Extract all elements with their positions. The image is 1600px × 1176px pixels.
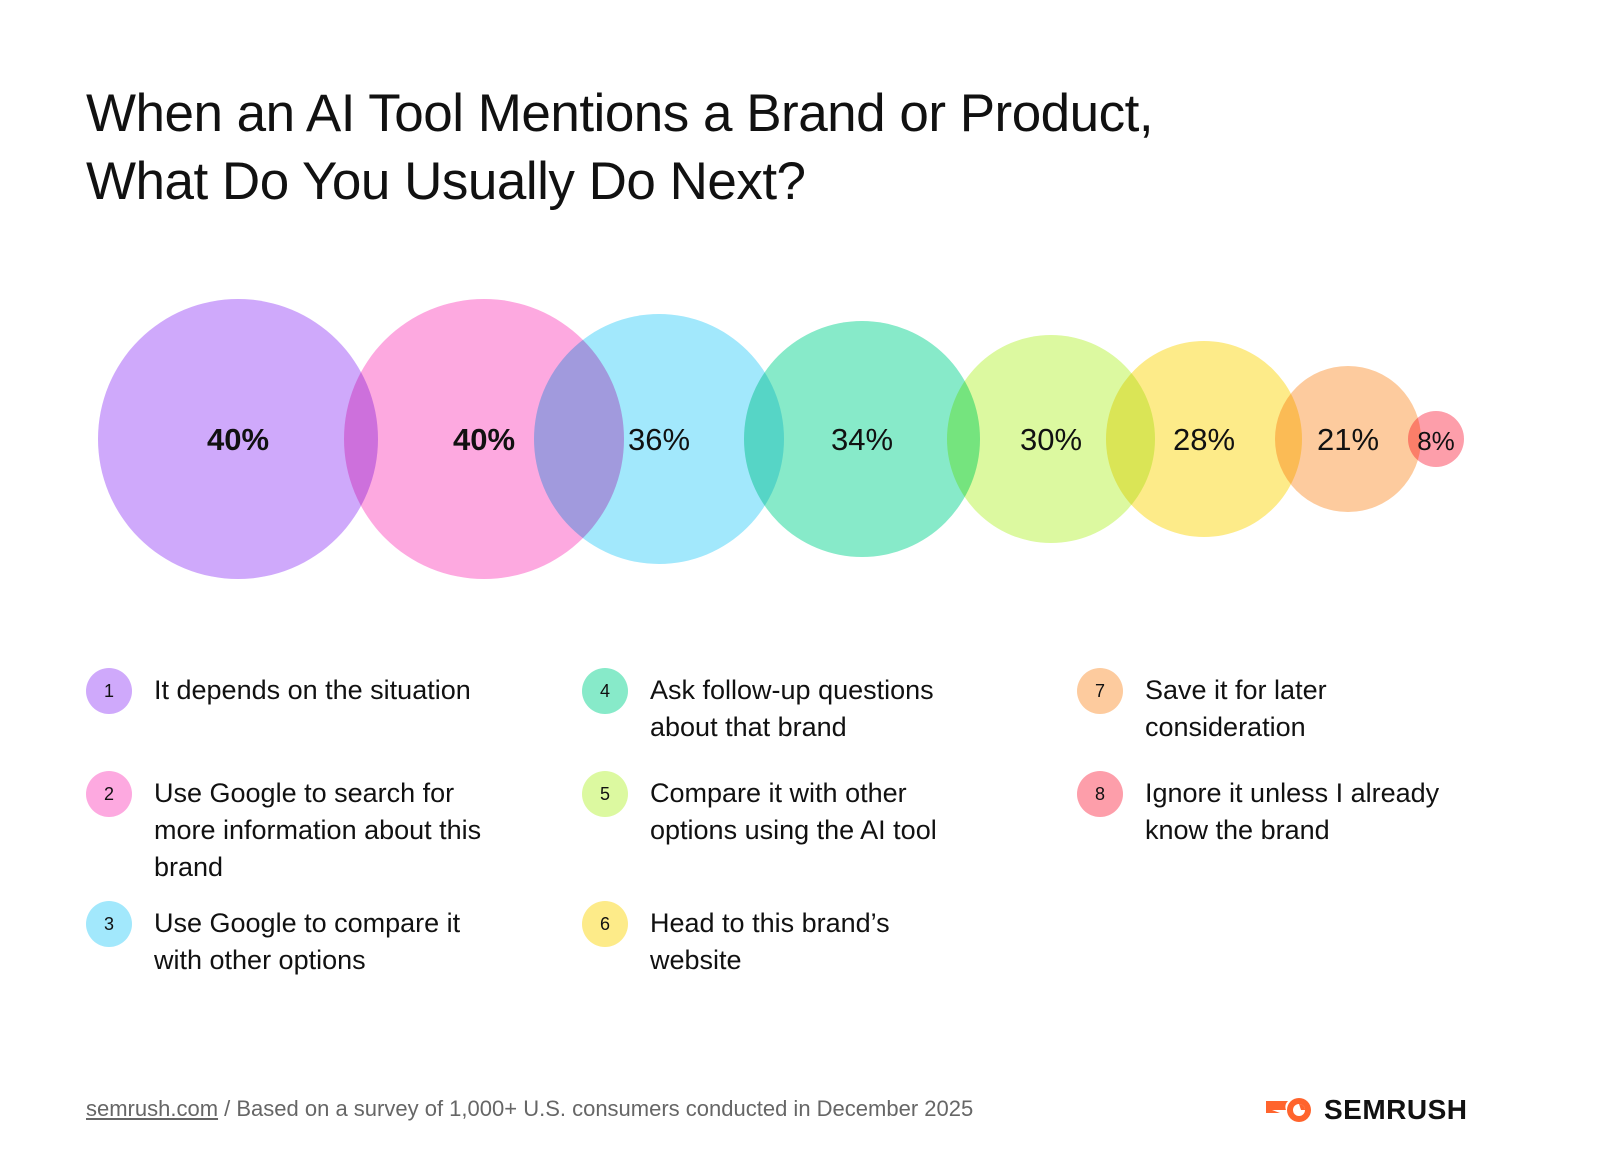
legend-label: Use Google to compare it with other opti…	[154, 908, 461, 975]
semrush-logo: SEMRUSH	[1266, 1094, 1468, 1126]
bubble-8	[1408, 411, 1464, 467]
bubble-label-5: 30%	[1020, 422, 1082, 457]
bubble-6	[1106, 341, 1302, 537]
logo-text: SEMRUSH	[1324, 1094, 1468, 1125]
bubble-7	[1275, 366, 1421, 512]
legend-badge: 5	[582, 771, 628, 817]
legend-badge: 4	[582, 668, 628, 714]
legend-badge: 2	[86, 771, 132, 817]
bubble-label-7: 21%	[1317, 422, 1379, 457]
bubble-label-1: 40%	[207, 422, 269, 457]
legend-label: Use Google to search for more informatio…	[154, 778, 482, 882]
legend-label: Save it for later consideration	[1145, 675, 1327, 742]
legend-badge: 6	[582, 901, 628, 947]
bubble-3	[534, 314, 784, 564]
bubble-label-4: 34%	[831, 422, 893, 457]
bubble-5	[947, 335, 1155, 543]
legend-label: It depends on the situation	[154, 675, 471, 705]
footer: semrush.com / Based on a survey of 1,000…	[86, 1096, 973, 1122]
legend-label: Compare it with other options using the …	[650, 778, 937, 845]
semrush-fireball-icon	[1266, 1098, 1311, 1122]
title-line-1: When an AI Tool Mentions a Brand or Prod…	[86, 84, 1154, 143]
source-note: / Based on a survey of 1,000+ U.S. consu…	[218, 1096, 974, 1121]
bubble-label-8: 8%	[1417, 426, 1455, 456]
legend-label: Head to this brand’s website	[650, 908, 890, 975]
bubble-chart: 40% 40% 36% 34% 30% 28% 21% 8%	[98, 299, 1464, 579]
legend-label: Ignore it unless I already know the bran…	[1145, 778, 1440, 845]
legend-badge: 8	[1077, 771, 1123, 817]
legend-label: Ask follow-up questions about that brand	[650, 675, 934, 742]
bubble-1	[98, 299, 378, 579]
title-line-2: What Do You Usually Do Next?	[86, 152, 806, 211]
bubble-label-3: 36%	[628, 422, 690, 457]
bubble-label-2: 40%	[453, 422, 515, 457]
source-link[interactable]: semrush.com	[86, 1096, 219, 1121]
bubble-4	[744, 321, 980, 557]
bubble-label-6: 28%	[1173, 422, 1235, 457]
bubble-2	[344, 299, 624, 579]
legend-badge: 3	[86, 901, 132, 947]
legend-badge: 7	[1077, 668, 1123, 714]
legend-badge: 1	[86, 668, 132, 714]
chart-title: When an AI Tool Mentions a Brand or Prod…	[86, 80, 1154, 216]
